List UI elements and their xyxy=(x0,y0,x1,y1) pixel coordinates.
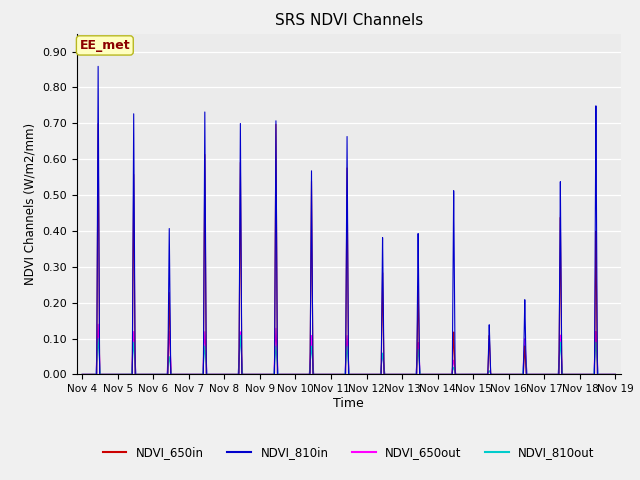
NDVI_650in xyxy=(612,372,620,377)
NDVI_810in xyxy=(187,372,195,377)
NDVI_810out xyxy=(422,372,430,377)
NDVI_810in xyxy=(612,372,620,377)
NDVI_650out xyxy=(422,372,430,377)
NDVI_810out xyxy=(187,372,195,377)
NDVI_650out xyxy=(94,321,102,327)
NDVI_650in xyxy=(78,372,86,377)
X-axis label: Time: Time xyxy=(333,397,364,410)
NDVI_810in xyxy=(498,372,506,377)
NDVI_650out xyxy=(193,372,200,377)
NDVI_810out xyxy=(237,333,244,338)
Line: NDVI_810out: NDVI_810out xyxy=(82,336,616,374)
NDVI_810in xyxy=(193,372,200,377)
NDVI_810out xyxy=(278,372,285,377)
NDVI_650out xyxy=(610,372,618,377)
NDVI_650in xyxy=(278,372,285,377)
NDVI_810out xyxy=(498,372,506,377)
NDVI_810in xyxy=(610,372,618,377)
Line: NDVI_810in: NDVI_810in xyxy=(82,66,616,374)
NDVI_650out xyxy=(498,372,506,377)
NDVI_650in xyxy=(187,372,195,377)
Y-axis label: NDVI Channels (W/m2/mm): NDVI Channels (W/m2/mm) xyxy=(24,123,36,285)
NDVI_810out xyxy=(610,372,618,377)
NDVI_650in xyxy=(498,372,506,377)
Line: NDVI_650in: NDVI_650in xyxy=(82,124,616,374)
NDVI_650out xyxy=(187,372,195,377)
NDVI_810out xyxy=(193,372,200,377)
NDVI_650in xyxy=(193,372,200,377)
NDVI_810in xyxy=(278,372,285,377)
NDVI_650out xyxy=(278,372,285,377)
NDVI_810in xyxy=(422,372,430,377)
NDVI_650in xyxy=(610,372,618,377)
Legend: NDVI_650in, NDVI_810in, NDVI_650out, NDVI_810out: NDVI_650in, NDVI_810in, NDVI_650out, NDV… xyxy=(98,442,600,464)
NDVI_650out xyxy=(78,372,86,377)
NDVI_810out xyxy=(78,372,86,377)
Title: SRS NDVI Channels: SRS NDVI Channels xyxy=(275,13,423,28)
Text: EE_met: EE_met xyxy=(79,39,130,52)
NDVI_650in xyxy=(94,121,102,127)
NDVI_650in xyxy=(422,372,430,377)
NDVI_810in xyxy=(78,372,86,377)
NDVI_810in xyxy=(94,63,102,69)
NDVI_810out xyxy=(612,372,620,377)
NDVI_650out xyxy=(612,372,620,377)
Line: NDVI_650out: NDVI_650out xyxy=(82,324,616,374)
